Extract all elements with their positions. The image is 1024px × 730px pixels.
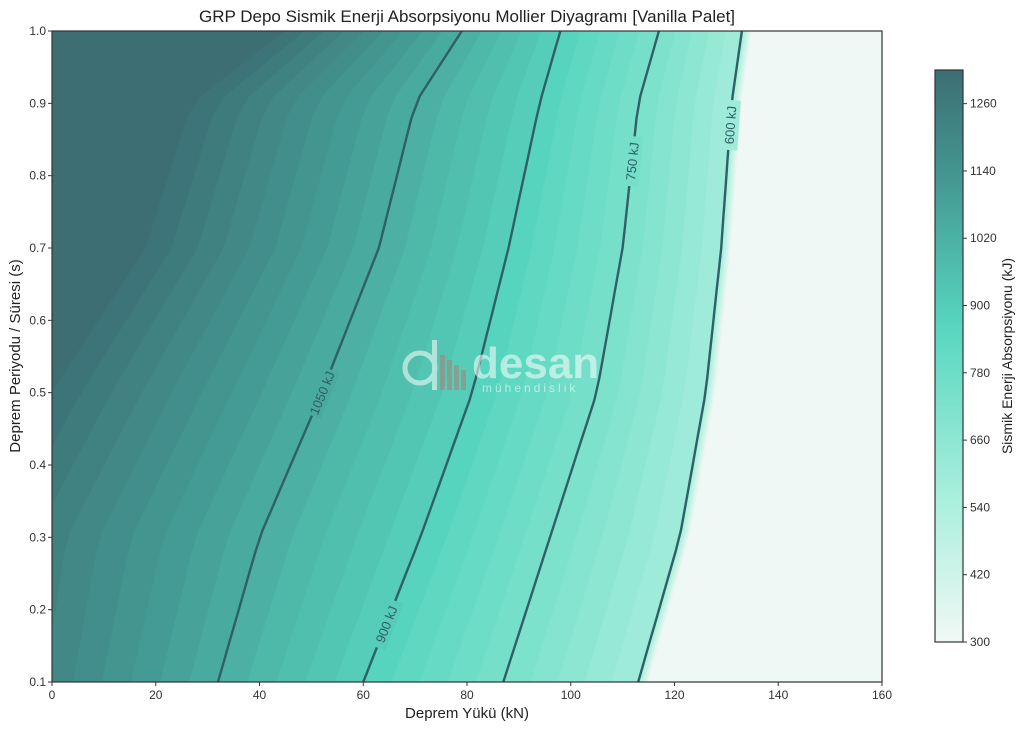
colorbar: 300 420 540 660 780 900 1020 1140 1260 Sismik En… [934,69,1015,649]
x-tick-label: 140 [768,688,788,702]
watermark-sub: mühendislik [482,381,578,395]
x-axis-ticks: 0 20 40 60 80 100 120 140 160 [49,682,892,702]
x-tick-label: 160 [872,688,892,702]
x-tick-label: 20 [149,688,163,702]
y-tick-label: 0.5 [29,386,46,400]
contour-fill-bands [52,31,882,682]
y-tick-label: 0.7 [29,241,46,255]
y-tick-label: 0.4 [29,458,46,472]
y-tick-label: 0.2 [29,603,46,617]
watermark-bar [461,370,466,390]
contour-label-gap [620,135,644,188]
y-axis-ticks: 0.1 0.2 0.3 0.4 0.5 0.6 0.7 0.8 0.9 1.0 [29,24,52,689]
contour-line-900 [362,31,562,682]
colorbar-tick-label: 1020 [970,231,997,245]
colorbar-label: Sismik Enerji Absorpsiyonu (kJ) [999,258,1015,454]
x-tick-label: 40 [253,688,267,702]
contour-line-1050 [216,31,463,682]
y-tick-label: 1.0 [29,24,46,38]
colorbar-tick-label: 900 [970,299,990,313]
contour-label-gap [303,366,340,420]
y-axis-label: Deprem Periyodu / Süresi (s) [7,259,24,452]
watermark: desan mühendislik [402,339,599,395]
contour-label-gap [719,99,741,151]
y-tick-label: 0.8 [29,169,46,183]
colorbar-tick-label: 1140 [970,164,996,178]
colorbar-tick-label: 420 [970,568,990,582]
watermark-bar [440,355,445,390]
colorbar-tick-label: 780 [970,366,990,380]
chart-title: GRP Depo Sismik Enerji Absorpsiyonu Moll… [199,7,735,26]
watermark-logo-stem [432,340,437,390]
watermark-name: desan [472,339,599,388]
contour-band [52,31,285,393]
x-tick-label: 100 [561,688,581,702]
watermark-bar [454,365,459,390]
contour-label: 600 kJ [722,105,740,144]
y-tick-label: 0.1 [29,675,46,689]
y-tick-label: 0.3 [29,530,46,544]
x-tick-label: 120 [664,688,684,702]
colorbar-tick-label: 660 [970,433,990,447]
colorbar-tick-label: 540 [970,500,990,514]
colorbar-tick-label: 1260 [970,97,997,111]
x-tick-label: 0 [49,688,56,702]
watermark-bar [447,360,452,390]
contour-label-gap [368,597,404,651]
x-axis-label: Deprem Yükü (kN) [405,705,529,722]
colorbar-fill [934,69,964,643]
colorbar-ticks: 300 420 540 660 780 900 1020 1140 1260 [963,97,997,649]
contour-label: 750 kJ [623,141,642,181]
y-tick-label: 0.6 [29,313,46,327]
x-tick-label: 80 [460,688,474,702]
colorbar-tick-label: 300 [970,635,990,649]
plot-area [52,31,882,682]
y-tick-label: 0.9 [29,96,46,110]
x-tick-label: 60 [357,688,371,702]
